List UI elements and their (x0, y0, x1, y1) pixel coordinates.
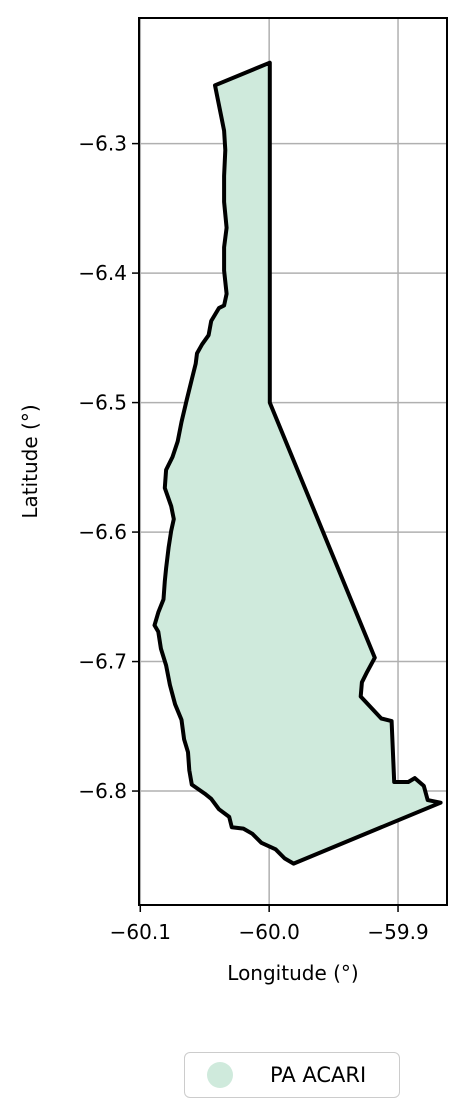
x-tick-label: −60.1 (110, 920, 171, 944)
axis-ticks: −60.1 −60.0 −59.9 −6.3 −6.4 −6.5 −6.6 −6.7 −6.8 (78, 132, 428, 944)
legend-label: PA ACARI (270, 1063, 367, 1087)
x-axis-label: Longitude (°) (227, 961, 358, 985)
y-axis-label: Latitude (°) (18, 404, 42, 518)
legend-marker (207, 1062, 233, 1088)
region-polygon-pa-acari (152, 60, 443, 866)
y-tick-label: −6.3 (78, 132, 127, 156)
legend: PA ACARI (184, 1052, 400, 1098)
y-tick-label: −6.4 (78, 261, 127, 285)
y-tick-label: −6.5 (78, 391, 127, 415)
x-tick-label: −59.9 (367, 920, 428, 944)
x-tick-label: −60.0 (239, 920, 300, 944)
y-tick-label: −6.7 (78, 650, 127, 674)
axes-frame (138, 17, 448, 906)
y-tick-label: −6.6 (78, 520, 127, 544)
y-tick-label: −6.8 (78, 779, 127, 803)
